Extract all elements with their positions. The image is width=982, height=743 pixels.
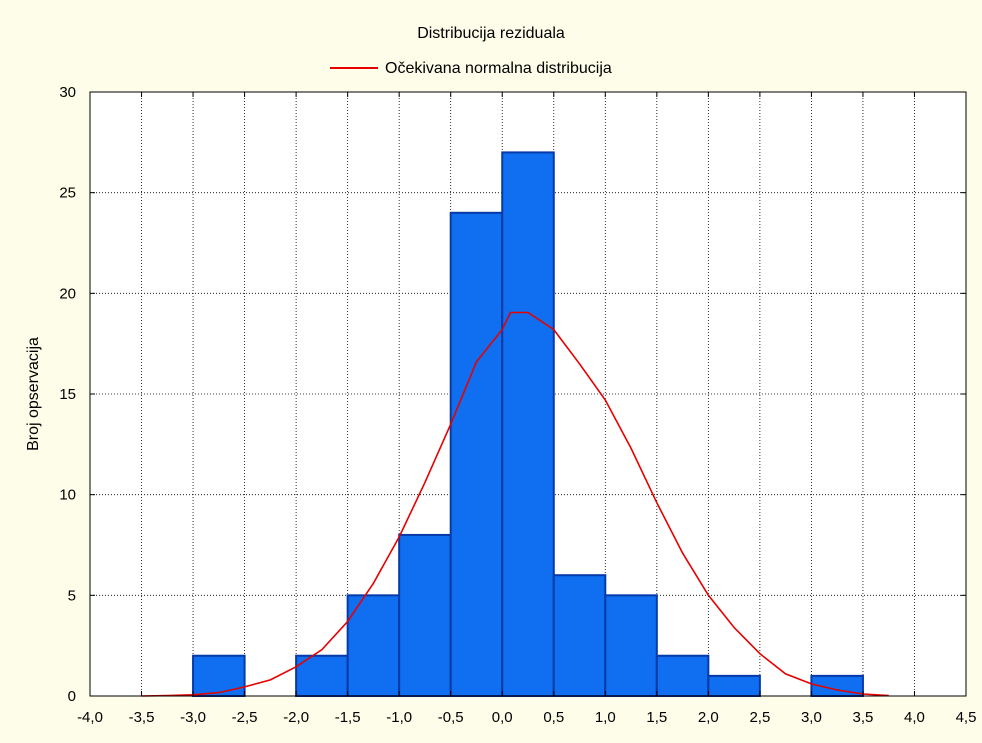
bars [192, 151, 864, 698]
x-tick-label: -1,0 [386, 709, 412, 726]
x-tick-label: 4,5 [956, 709, 977, 726]
histogram-bar [346, 594, 401, 697]
y-axis-label: Broj opservacija [25, 337, 42, 451]
legend: Očekivana normalna distribucija [330, 60, 612, 77]
legend-label: Očekivana normalna distribucija [385, 60, 612, 77]
histogram-bar [707, 674, 761, 697]
histogram-bar [552, 574, 607, 698]
x-tick-label: 0,5 [543, 709, 564, 726]
histogram-bar [398, 533, 452, 698]
histogram-bar [295, 654, 349, 698]
y-tick-label: 30 [59, 84, 76, 101]
chart-title: Distribucija reziduala [417, 25, 565, 42]
normal-curve-layer [141, 311, 889, 697]
x-tick-label: -1,5 [335, 709, 361, 726]
x-tick-label: 4,0 [904, 709, 925, 726]
y-tick-label: 15 [59, 386, 76, 403]
x-tick-label: -3,5 [129, 709, 155, 726]
histogram-bar [501, 151, 555, 697]
x-tick-label: -2,0 [283, 709, 309, 726]
y-tick-label: 5 [68, 587, 76, 604]
x-tick-label: 0,0 [492, 709, 513, 726]
x-tick-label: -2,5 [232, 709, 258, 726]
y-tick-label: 20 [59, 285, 76, 302]
x-axis: -4,0 -3,5 -3,0 -2,5 -2,0 -1,5 -1,0 -0,5 0,0 0,5 1,… [77, 92, 976, 726]
histogram-bar [449, 211, 504, 698]
x-tick-label: -0,5 [438, 709, 464, 726]
y-tick-label: 0 [68, 688, 76, 705]
x-tick-label: 3,0 [801, 709, 822, 726]
histogram-bar [655, 654, 710, 698]
x-tick-label: 1,0 [595, 709, 616, 726]
x-tick-label: -3,0 [180, 709, 206, 726]
x-tick-label: -4,0 [77, 709, 103, 726]
x-tick-label: 2,0 [698, 709, 719, 726]
normal-curve-line [141, 311, 889, 697]
y-tick-label: 25 [59, 185, 76, 202]
histogram-bar [604, 594, 658, 697]
y-axis: 0 5 10 15 20 25 30 [59, 84, 966, 705]
histogram-bar [192, 654, 246, 698]
x-tick-label: 3,5 [853, 709, 874, 726]
y-tick-label: 10 [59, 487, 76, 504]
x-tick-label: 2,5 [749, 709, 770, 726]
x-tick-label: 1,5 [646, 709, 667, 726]
